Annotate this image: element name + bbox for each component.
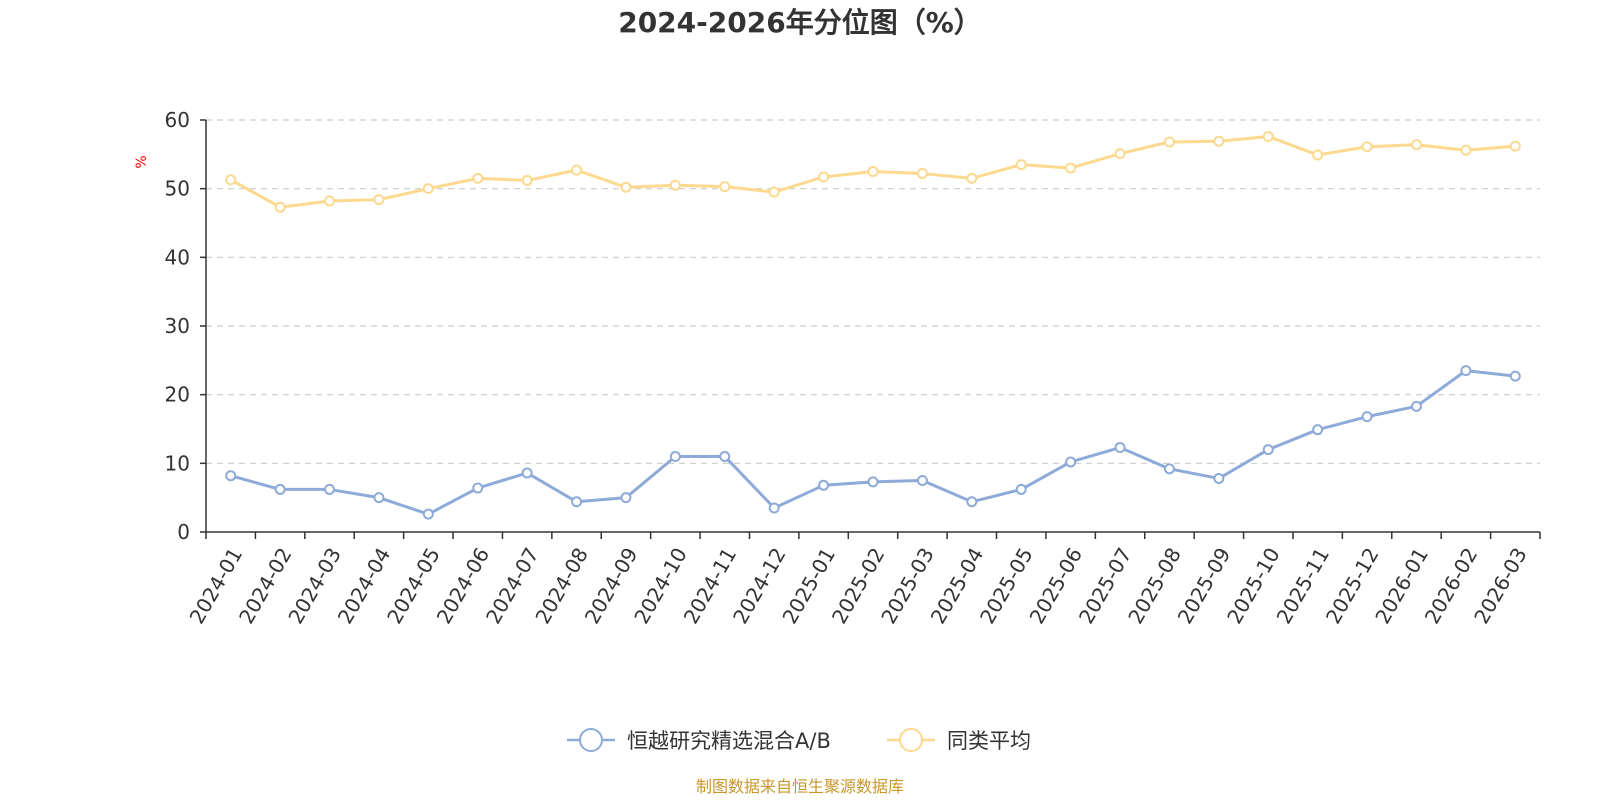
data-point-1-23 [1361, 141, 1373, 153]
data-point-1-24 [1410, 139, 1422, 151]
series-lines [225, 130, 1521, 520]
data-point-1-12 [818, 171, 830, 183]
legend-label-0: 恒越研究精选混合A/B [627, 729, 831, 753]
data-point-1-13 [867, 166, 879, 177]
data-point-0-19 [1163, 463, 1175, 475]
data-source-note: 制图数据来自恒生聚源数据库 [696, 777, 904, 796]
data-point-1-19 [1163, 136, 1175, 148]
y-tick-label: 60 [165, 108, 190, 132]
data-point-0-7 [571, 496, 583, 508]
data-point-1-7 [571, 164, 583, 176]
data-point-0-20 [1213, 472, 1225, 484]
y-tick-label: 0 [177, 520, 190, 544]
data-point-1-8 [620, 181, 632, 193]
legend-label-1: 同类平均 [947, 729, 1031, 753]
data-point-1-17 [1065, 162, 1077, 174]
y-tick-label: 50 [165, 177, 190, 201]
data-point-1-2 [324, 195, 336, 207]
data-point-1-5 [472, 172, 484, 184]
data-point-0-24 [1410, 400, 1422, 412]
data-point-1-9 [669, 179, 681, 191]
data-point-1-21 [1262, 130, 1274, 142]
y-tick-label: 30 [165, 314, 190, 338]
data-point-1-3 [373, 194, 385, 206]
data-point-1-0 [225, 174, 237, 186]
data-point-1-14 [916, 168, 928, 180]
data-point-1-16 [1015, 159, 1027, 171]
data-point-0-23 [1361, 411, 1373, 423]
chart-title: 2024-2026年分位图（%） [618, 6, 982, 39]
data-point-1-22 [1312, 149, 1324, 161]
data-point-0-5 [472, 482, 484, 494]
data-point-0-15 [966, 496, 978, 508]
data-point-0-2 [324, 483, 336, 495]
y-axis-unit: % [134, 155, 150, 168]
legend-marker-0 [579, 728, 603, 752]
data-point-0-1 [274, 483, 286, 495]
data-point-1-18 [1114, 148, 1126, 160]
gridlines [206, 119, 1540, 464]
data-point-0-6 [521, 467, 533, 479]
data-point-0-10 [719, 450, 731, 462]
data-point-0-18 [1114, 442, 1126, 454]
data-point-1-1 [274, 201, 286, 213]
data-point-1-25 [1460, 144, 1472, 156]
legend-marker-1 [899, 728, 923, 752]
data-point-0-25 [1460, 365, 1472, 377]
data-point-0-4 [422, 508, 434, 520]
data-point-0-13 [867, 476, 879, 488]
data-point-1-6 [521, 174, 533, 186]
data-point-1-11 [768, 186, 780, 198]
data-point-0-17 [1065, 456, 1077, 468]
data-point-0-26 [1509, 370, 1521, 382]
series-line-0 [230, 369, 1516, 516]
data-point-0-16 [1015, 483, 1027, 495]
data-point-0-21 [1262, 444, 1274, 456]
y-tick-label: 20 [165, 383, 190, 407]
data-point-1-26 [1509, 140, 1521, 152]
data-point-1-20 [1213, 135, 1225, 147]
data-point-0-12 [818, 479, 830, 491]
data-point-1-4 [422, 183, 434, 195]
data-point-0-14 [916, 475, 928, 486]
axes: 01020304050602024-012024-022024-032024-0… [165, 108, 1541, 628]
y-tick-label: 40 [165, 245, 190, 269]
data-point-1-10 [719, 181, 731, 193]
legend: 恒越研究精选混合A/B 同类平均 [567, 728, 1031, 753]
y-tick-label: 10 [165, 451, 190, 475]
data-point-0-22 [1312, 424, 1324, 436]
data-point-0-3 [373, 492, 385, 504]
data-point-0-8 [620, 492, 632, 504]
data-point-1-15 [966, 172, 978, 184]
data-point-0-9 [669, 450, 681, 462]
data-point-0-11 [768, 502, 780, 514]
data-point-0-0 [225, 470, 237, 482]
